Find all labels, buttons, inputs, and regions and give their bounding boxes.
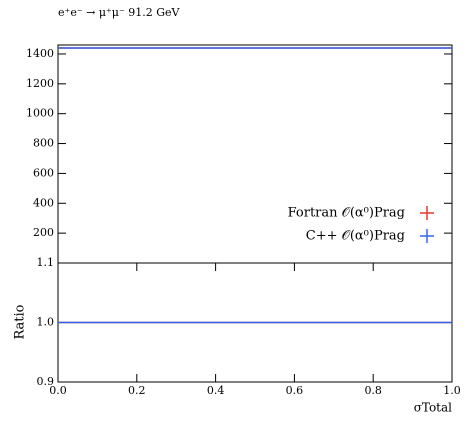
- y-tick-label: 1.1: [37, 256, 55, 269]
- legend-label: C++ 𝒪(α⁰)Prag: [306, 229, 405, 244]
- x-tick-label: 0.6: [286, 384, 304, 397]
- y-tick-label: 0.9: [37, 375, 55, 388]
- y-tick-label: 600: [33, 166, 54, 179]
- y-tick-label: 1400: [26, 47, 54, 60]
- x-tick-label: 0.8: [364, 384, 382, 397]
- legend-label: Fortran 𝒪(α⁰)Prag: [288, 206, 405, 221]
- y-tick-label: 400: [33, 196, 54, 209]
- x-tick-label: 0.4: [207, 384, 225, 397]
- x-tick-label: 1.0: [443, 384, 461, 397]
- y-axis-label: Ratio: [13, 304, 28, 339]
- x-tick-label: 0.2: [128, 384, 146, 397]
- y-tick-label: 1000: [26, 107, 54, 120]
- y-tick-label: 1200: [26, 77, 54, 90]
- y-tick-label: 200: [33, 226, 54, 239]
- y-tick-label: 1.0: [37, 316, 55, 329]
- x-axis-label: σTotal: [414, 401, 452, 415]
- chart-title: e⁺e⁻ → μ⁺μ⁻ 91.2 GeV: [58, 6, 181, 19]
- y-tick-label: 800: [33, 137, 54, 150]
- x-tick-label: 0.0: [49, 384, 67, 397]
